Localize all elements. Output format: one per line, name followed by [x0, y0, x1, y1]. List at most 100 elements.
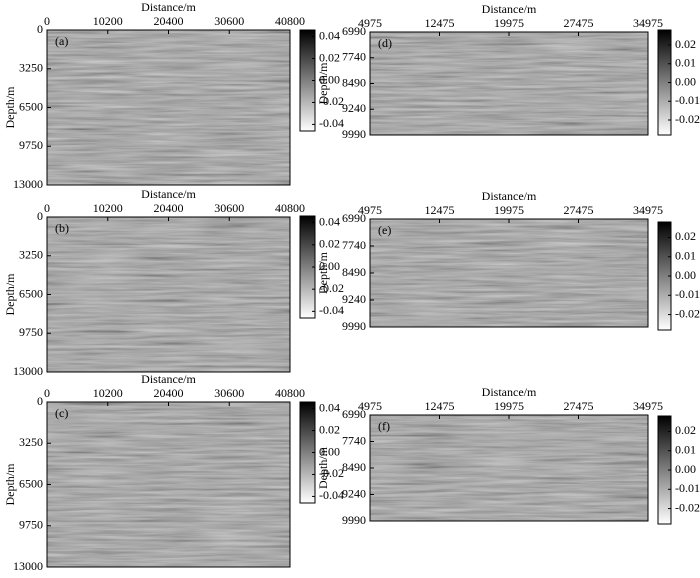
x-tick-label: 12475: [425, 16, 455, 30]
colorbar-tick-label: -0.01: [675, 287, 700, 301]
x-tick-label: 30600: [214, 14, 244, 28]
colorbar-tick-label: -0.02: [319, 466, 344, 480]
x-tick-label: 30600: [214, 201, 244, 215]
colorbar-tick-label: -0.02: [675, 306, 700, 320]
y-tick-label: 8490: [342, 460, 366, 474]
panel-label: (d): [378, 36, 392, 50]
y-tick-label: 13000: [13, 559, 43, 573]
panel: 0 10200 20400 30600 40800 0 3250 6500 9750 13000 D…: [3, 0, 344, 191]
y-tick-label: 9990: [342, 319, 366, 333]
x-tick-label: 27475: [564, 203, 594, 217]
y-tick-label: 0: [37, 394, 43, 408]
y-tick-label: 6500: [19, 286, 43, 300]
seismic-texture: [370, 219, 648, 327]
x-tick-label: 0: [44, 201, 50, 215]
colorbar-tick-label: -0.01: [675, 481, 700, 495]
x-axis-label: Distance/m: [482, 2, 537, 16]
colorbar-tick-label: 0.02: [675, 423, 696, 437]
x-tick-label: 20400: [154, 386, 184, 400]
colorbar-tick-label: 0.01: [675, 56, 696, 70]
seismic-texture: [47, 402, 290, 567]
y-tick-label: 9750: [19, 518, 43, 532]
x-axis-label: Distance/m: [482, 189, 537, 203]
y-tick-label: 6990: [342, 211, 366, 225]
colorbar-tick-label: -0.02: [675, 112, 700, 126]
x-tick-label: 19975: [494, 399, 524, 413]
x-axis-label: Distance/m: [141, 187, 196, 201]
colorbar-tick-label: 0.00: [675, 462, 696, 476]
colorbar-tick-label: 0.02: [675, 37, 696, 51]
y-axis-label: Depth/m: [3, 463, 17, 506]
y-axis-label: Depth/m: [316, 446, 330, 489]
x-tick-label: 27475: [564, 399, 594, 413]
y-tick-label: 7740: [342, 50, 366, 64]
y-tick-label: 7740: [342, 238, 366, 252]
x-tick-label: 40800: [275, 14, 305, 28]
y-tick-label: 8490: [342, 75, 366, 89]
y-tick-label: 13000: [13, 364, 43, 378]
x-tick-label: 10200: [93, 386, 123, 400]
colorbar-tick-label: 0.00: [319, 259, 340, 273]
x-tick-label: 20400: [154, 14, 184, 28]
y-tick-label: 3250: [19, 435, 43, 449]
colorbar-tick-label: 0.01: [675, 442, 696, 456]
y-tick-label: 0: [37, 209, 43, 223]
x-tick-label: 34975: [633, 16, 663, 30]
seismic-texture: [47, 30, 290, 185]
colorbar-tick-label: -0.04: [319, 488, 344, 502]
y-tick-label: 0: [37, 22, 43, 36]
y-tick-label: 9240: [342, 292, 366, 306]
y-axis-label: Depth/m: [3, 273, 17, 316]
x-axis-label: Distance/m: [482, 385, 537, 399]
panel-label: (a): [55, 34, 68, 48]
y-tick-label: 9240: [342, 101, 366, 115]
colorbar-tick-label: 0.00: [319, 444, 340, 458]
colorbar-tick-label: -0.01: [675, 93, 700, 107]
x-tick-label: 20400: [154, 201, 184, 215]
seismic-texture: [47, 217, 290, 372]
x-tick-label: 30600: [214, 386, 244, 400]
y-tick-label: 13000: [13, 177, 43, 191]
colorbar-tick-label: 0.04: [319, 400, 340, 414]
colorbar-tick-label: 0.02: [319, 237, 340, 251]
colorbar-tick-label: -0.02: [319, 94, 344, 108]
y-axis-label: Depth/m: [3, 86, 17, 129]
y-tick-label: 6500: [19, 476, 43, 490]
colorbar-tick-label: 0.00: [675, 74, 696, 88]
y-tick-label: 6990: [342, 407, 366, 421]
y-tick-label: 7740: [342, 433, 366, 447]
x-tick-label: 19975: [494, 16, 524, 30]
colorbar-tick-label: 0.04: [319, 214, 340, 228]
x-tick-label: 40800: [275, 201, 305, 215]
y-tick-label: 9750: [19, 138, 43, 152]
y-tick-label: 9990: [342, 127, 366, 141]
y-tick-label: 6990: [342, 24, 366, 38]
colorbar-tick-label: -0.02: [675, 500, 700, 514]
y-tick-label: 3250: [19, 61, 43, 75]
colorbar-tick-label: 0.02: [319, 422, 340, 436]
panel-label: (c): [55, 406, 68, 420]
x-tick-label: 40800: [275, 386, 305, 400]
y-axis-label: Depth/m: [316, 62, 330, 105]
x-axis-label: Distance/m: [141, 372, 196, 386]
x-tick-label: 27475: [564, 16, 594, 30]
colorbar-tick-label: 0.00: [319, 72, 340, 86]
panel: 0 10200 20400 30600 40800 0 3250 6500 9750 13000 D…: [3, 372, 344, 573]
colorbar-tick-label: 0.00: [675, 268, 696, 282]
y-tick-label: 3250: [19, 248, 43, 262]
x-tick-label: 4975: [358, 16, 382, 30]
seismic-texture: [370, 32, 648, 135]
x-tick-label: 34975: [633, 203, 663, 217]
seismic-texture: [370, 415, 648, 521]
x-tick-label: 10200: [93, 201, 123, 215]
colorbar-tick-label: -0.04: [319, 303, 344, 317]
x-axis-label: Distance/m: [141, 0, 196, 14]
colorbar-tick-label: 0.01: [675, 248, 696, 262]
x-tick-label: 0: [44, 386, 50, 400]
y-tick-label: 6500: [19, 99, 43, 113]
y-tick-label: 8490: [342, 265, 366, 279]
y-tick-label: 9240: [342, 486, 366, 500]
x-tick-label: 12475: [425, 203, 455, 217]
colorbar-tick-label: -0.04: [319, 116, 344, 130]
